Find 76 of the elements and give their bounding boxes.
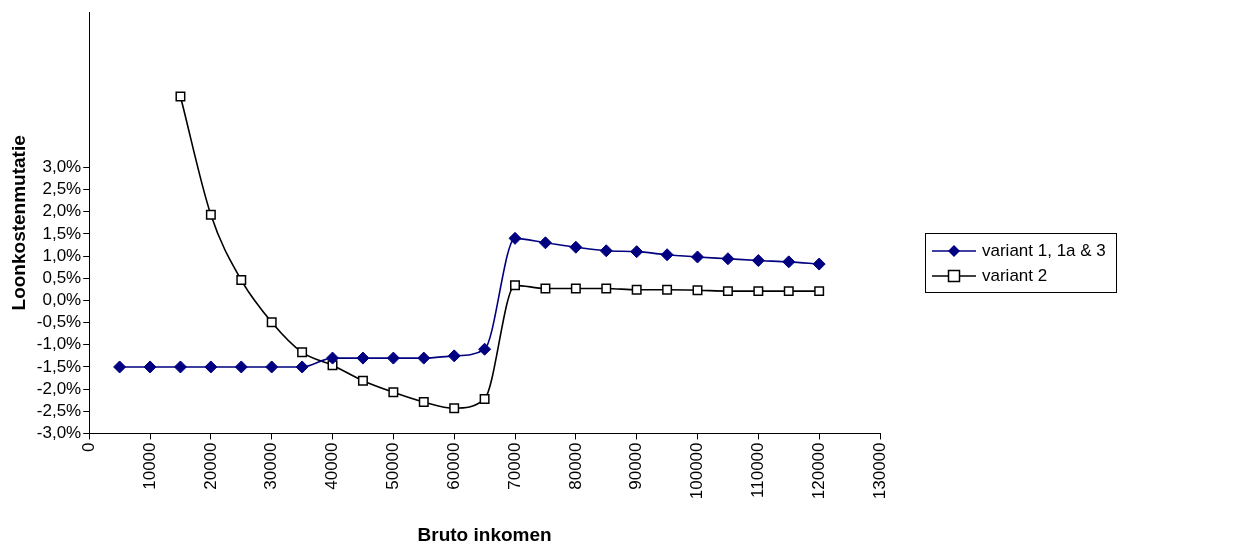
point [266, 317, 277, 328]
y-tick-label: 2,0% [42, 201, 82, 221]
point [204, 360, 218, 374]
y-tick-label: -3,0% [36, 423, 82, 443]
point [234, 360, 248, 374]
point [692, 285, 703, 296]
point [538, 236, 552, 250]
y-tick-label: 1,0% [42, 245, 82, 265]
y-tick-label: -1,0% [36, 334, 82, 354]
point [205, 209, 216, 220]
point [753, 286, 764, 297]
point [357, 375, 368, 386]
y-tick-label: 0,5% [42, 267, 82, 287]
point [479, 393, 490, 404]
x-tick-label: 0 [78, 442, 98, 452]
point [417, 351, 431, 365]
y-tick-label: -0,5% [36, 312, 82, 332]
point [388, 387, 399, 398]
point [722, 286, 733, 297]
point [783, 286, 794, 297]
point [660, 248, 674, 262]
point [447, 349, 461, 363]
x-tick-label: 130000 [869, 442, 889, 500]
point [297, 347, 308, 358]
point [540, 283, 551, 294]
point [113, 360, 127, 374]
point [508, 231, 522, 245]
x-tick-label: 50000 [383, 442, 403, 490]
point [631, 284, 642, 295]
point [510, 280, 521, 291]
point [599, 244, 613, 258]
point [721, 252, 735, 266]
y-tick-label: 3,0% [42, 157, 82, 177]
x-tick-label: 20000 [200, 442, 220, 490]
legend-label: variant 1, 1a & 3 [982, 240, 1106, 261]
point [175, 91, 186, 102]
point [236, 275, 247, 286]
y-tick-label: -1,5% [36, 356, 82, 376]
point [569, 240, 583, 254]
x-tick-label: 70000 [504, 442, 524, 490]
point [478, 342, 492, 356]
point [814, 286, 825, 297]
y-tick-label: 0,0% [42, 290, 82, 310]
point [449, 403, 460, 414]
y-tick-label: -2,0% [36, 378, 82, 398]
x-tick-label: 100000 [687, 442, 707, 500]
point [326, 351, 340, 365]
x-tick-label: 30000 [261, 442, 281, 490]
x-tick-label: 40000 [322, 442, 342, 490]
point [570, 283, 581, 294]
x-tick-label: 80000 [565, 442, 585, 490]
point [173, 360, 187, 374]
x-tick-label: 10000 [139, 442, 159, 490]
legend-label: variant 2 [982, 265, 1048, 286]
point [265, 360, 279, 374]
y-tick-label: -2,5% [36, 400, 82, 420]
point [782, 255, 796, 269]
point [418, 397, 429, 407]
point [662, 284, 673, 295]
y-tick-label: 1,5% [42, 223, 82, 243]
y-axis-title: Loonkostenmutatie [7, 135, 29, 311]
point [812, 257, 826, 271]
point [601, 283, 612, 294]
point [751, 254, 765, 268]
x-tick-label: 90000 [626, 442, 646, 490]
point [691, 250, 705, 264]
point [143, 360, 157, 374]
y-tick-label: 2,5% [42, 179, 82, 199]
x-tick-label: 110000 [748, 442, 768, 498]
x-axis-title: Bruto inkomen [417, 523, 552, 545]
point [356, 351, 370, 365]
point [295, 360, 309, 374]
x-tick-label: 60000 [443, 442, 463, 490]
x-tick-label: 120000 [808, 442, 828, 500]
point [386, 351, 400, 365]
point [630, 245, 644, 259]
